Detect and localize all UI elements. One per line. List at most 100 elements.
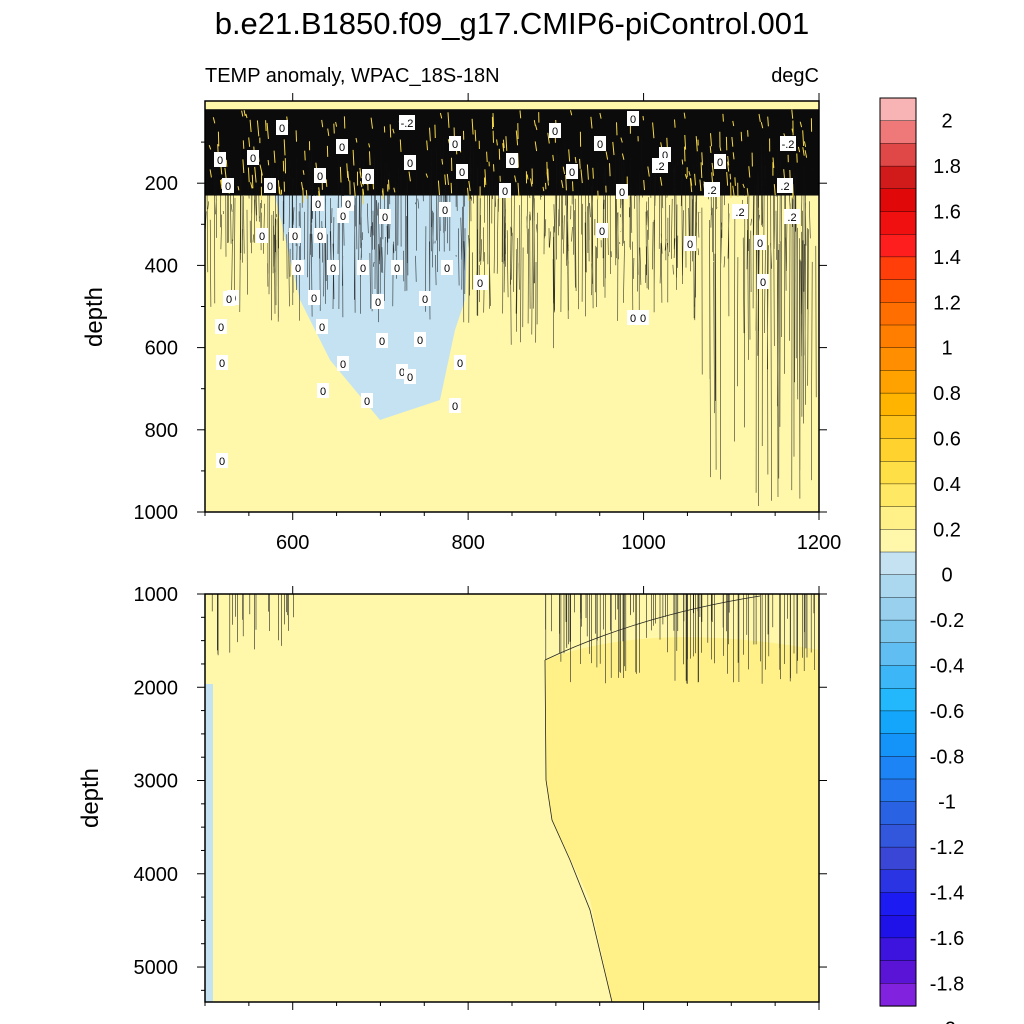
colorbar-box xyxy=(879,869,917,894)
colorbar-label: -1.4 xyxy=(930,883,964,905)
contour-label-bg xyxy=(376,333,388,348)
colorbar-box xyxy=(879,756,917,780)
upper-ticks: 600 800 1000 1200 200 400 600 800 1000 xyxy=(134,93,841,554)
x-tick-label: 800 xyxy=(451,532,484,554)
contour-label-bg xyxy=(256,228,268,243)
contour-label-bg xyxy=(314,228,326,243)
contour-label-bg xyxy=(441,260,453,275)
contour-label: 0 xyxy=(250,153,256,165)
colorbar-label: 0 xyxy=(941,565,952,587)
colorbar-box xyxy=(879,551,917,576)
colorbar-label: -0.4 xyxy=(930,656,964,678)
y-tick-label: 1000 xyxy=(134,584,179,606)
contour-label: 0 xyxy=(219,456,225,468)
colorbar-box xyxy=(879,983,917,1007)
contour-label: 0 xyxy=(442,205,448,217)
contour-label-bg xyxy=(704,182,720,197)
contour-label: 0 xyxy=(502,186,508,198)
contour-label: 0 xyxy=(375,297,381,309)
contour-label-bg xyxy=(214,152,226,167)
upper-contours: 0 0 0 0 -.2 0 0 0 0 0 0 -.2 0 0 0 0 0 0 0 0 0 .2 .2 .2 0 0 0 0 0 0 .2.… xyxy=(205,109,819,507)
contour-label: 0 xyxy=(317,171,323,183)
contour-label: 0 xyxy=(279,123,285,135)
y-tick-label: 4000 xyxy=(134,864,179,886)
contour-label: -.2 xyxy=(401,118,414,130)
contour-label: 0 xyxy=(320,386,326,398)
contour-label-bg xyxy=(216,453,228,468)
x-tick-label: 600 xyxy=(276,532,309,554)
colorbar-box xyxy=(879,937,917,962)
contour-label: 0 xyxy=(757,238,763,250)
contour-label-bg xyxy=(627,111,639,126)
contour-label-bg xyxy=(549,123,561,138)
colorbar-label: 0.8 xyxy=(933,383,961,405)
colorbar-box xyxy=(879,370,917,394)
contour-label: .2 xyxy=(780,181,789,193)
contour-label: 0 xyxy=(226,294,232,306)
contour-label-bg xyxy=(784,209,800,224)
contour-label-bg xyxy=(276,120,288,135)
contour-label-bg xyxy=(342,196,354,211)
contour-label: 0 xyxy=(422,294,428,306)
colorbar-box xyxy=(879,733,917,757)
contour-label: .2 xyxy=(655,161,664,173)
colorbar-box xyxy=(879,415,917,440)
colorbar-box xyxy=(879,846,917,871)
contour-label: 0 xyxy=(630,313,636,325)
contour-label: 0 xyxy=(597,139,603,151)
contour-label: 0 xyxy=(630,114,636,126)
contour-label-bg xyxy=(314,168,326,183)
contour-label: .2 xyxy=(787,212,796,224)
contour-label: 0 xyxy=(407,372,413,384)
colorbar-label: -2 xyxy=(938,1019,956,1024)
contour-label-bg xyxy=(264,178,276,193)
y-tick-label: 1000 xyxy=(134,502,179,524)
colorbar-box xyxy=(879,233,917,258)
colorbar-box xyxy=(879,279,917,303)
contour-label-bg xyxy=(419,291,431,306)
contour-label-bg xyxy=(357,260,369,275)
contour-label-bg xyxy=(780,136,796,151)
contour-label-bg xyxy=(327,260,339,275)
colorbar: 2 1.8 1.6 1.4 1.2 1 0.8 0.6 0.4 0.2 0 -0.2 -0.4 -0.6 -… xyxy=(879,97,964,1024)
contour-label: 0 xyxy=(267,181,273,193)
contour-label-bg xyxy=(404,155,416,170)
colorbar-box xyxy=(879,97,917,122)
contour-label-bg xyxy=(616,184,628,199)
variable-label: TEMP anomaly, WPAC_18S-18N xyxy=(205,65,500,87)
colorbar-label: -1 xyxy=(938,792,956,814)
contour-label: 0 xyxy=(218,322,224,334)
colorbar-box xyxy=(879,801,917,826)
contour-label-bg xyxy=(215,319,227,334)
chart-title: b.e21.B1850.f09_g17.CMIP6-piControl.001 xyxy=(215,6,810,41)
colorbar-box xyxy=(879,574,917,599)
contour-label-bg xyxy=(474,275,486,290)
contour-label-bg xyxy=(627,310,639,325)
contour-label: 0 xyxy=(319,322,325,334)
units-label: degC xyxy=(771,65,819,87)
contour-label: 0 xyxy=(330,263,336,275)
contour-label-bg xyxy=(336,139,348,154)
y-tick-label: 3000 xyxy=(134,771,179,793)
colorbar-box xyxy=(879,506,917,530)
colorbar-box xyxy=(879,165,917,190)
contour-label-bg xyxy=(414,332,426,347)
contour-label: 0 xyxy=(599,226,605,238)
contour-label: 0 xyxy=(619,187,625,199)
colorbar-box xyxy=(879,710,917,735)
lower-panel: 1000 2000 3000 4000 5000 depth xyxy=(77,584,827,1010)
contour-label-bg xyxy=(292,260,304,275)
contour-label-bg xyxy=(399,115,415,130)
contour-label: 0 xyxy=(569,167,575,179)
lower-ticks: 1000 2000 3000 4000 5000 xyxy=(134,584,827,1010)
contour-label: 0 xyxy=(225,181,231,193)
contour-label-bg xyxy=(308,290,320,305)
contour-label: 0 xyxy=(365,172,371,184)
colorbar-box xyxy=(879,778,917,803)
contour-label: 0 xyxy=(360,263,366,275)
contour-label-bg xyxy=(449,398,461,413)
contour-label-bg xyxy=(317,383,329,398)
colorbar-label: 1.4 xyxy=(933,247,961,269)
colorbar-frame xyxy=(879,97,917,1007)
colorbar-box xyxy=(879,188,917,213)
